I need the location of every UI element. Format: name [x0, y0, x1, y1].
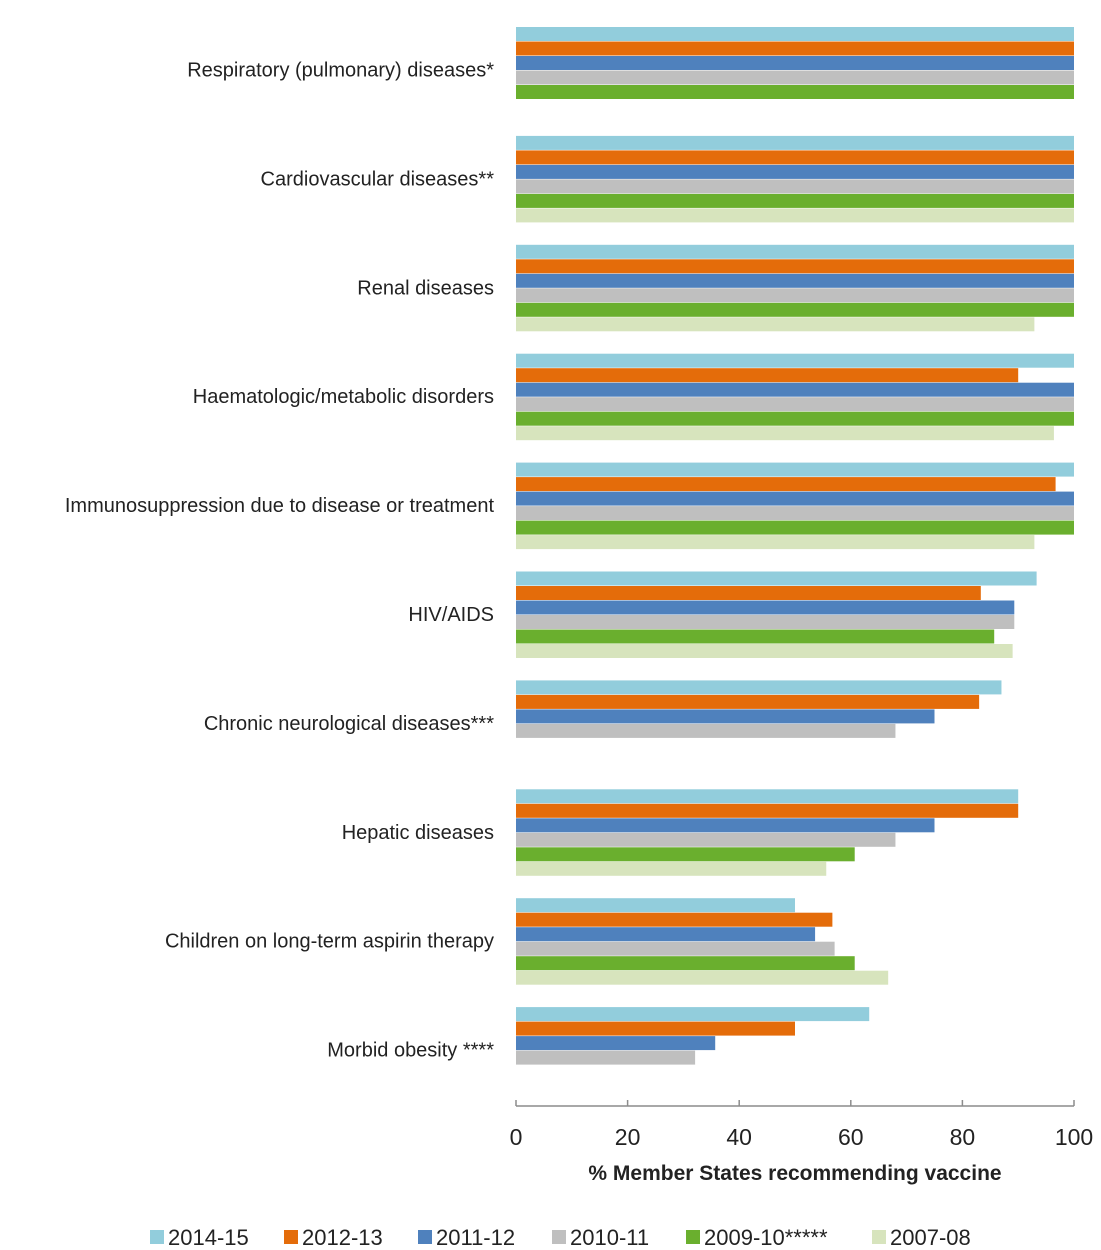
bar — [516, 1050, 696, 1065]
bar — [516, 818, 935, 833]
bar — [516, 462, 1074, 477]
bar — [516, 382, 1074, 397]
x-tick-label: 20 — [615, 1124, 641, 1150]
bar — [516, 600, 1015, 615]
bar — [516, 302, 1074, 317]
bar — [516, 970, 889, 985]
legend-swatch — [686, 1230, 700, 1244]
bar — [516, 571, 1037, 586]
bar — [516, 244, 1074, 259]
bar — [516, 368, 1019, 383]
category-label: Cardiovascular diseases** — [261, 168, 495, 190]
legend-label: 2014-15 — [168, 1225, 249, 1250]
bar — [516, 27, 1074, 41]
bar — [516, 164, 1074, 179]
legend-label: 2009-10***** — [704, 1225, 828, 1250]
bar — [516, 535, 1035, 550]
bar — [516, 70, 1074, 85]
bar — [516, 426, 1054, 441]
bar — [516, 259, 1074, 274]
bar — [516, 629, 995, 644]
x-tick-label: 100 — [1055, 1124, 1093, 1150]
bar — [516, 506, 1074, 521]
bars-layer — [516, 27, 1074, 1065]
bar — [516, 1021, 795, 1036]
legend-swatch — [552, 1230, 566, 1244]
bar — [516, 615, 1015, 629]
x-tick-label: 60 — [838, 1124, 864, 1150]
legend-label: 2007-08 — [890, 1225, 971, 1250]
bar — [516, 586, 981, 600]
bar — [516, 477, 1056, 492]
bar — [516, 927, 816, 942]
legend-swatch — [872, 1230, 886, 1244]
bar — [516, 208, 1074, 223]
bar — [516, 491, 1074, 506]
bar — [516, 680, 1002, 695]
bar — [516, 723, 896, 738]
x-axis-title: % Member States recommending vaccine — [588, 1162, 1001, 1185]
bar — [516, 956, 855, 971]
category-label: Hepatic diseases — [342, 822, 494, 844]
bar — [516, 317, 1035, 332]
bar — [516, 789, 1019, 804]
bar — [516, 56, 1074, 70]
bar — [516, 912, 833, 927]
category-label: Renal diseases — [357, 277, 494, 299]
bar — [516, 288, 1074, 303]
bar — [516, 273, 1074, 288]
bar — [516, 941, 835, 956]
x-tick-label: 40 — [726, 1124, 752, 1150]
bar — [516, 411, 1074, 426]
bar — [516, 520, 1074, 535]
bar — [516, 898, 795, 913]
bar — [516, 861, 827, 876]
category-labels: Respiratory (pulmonary) diseases* Cardiov… — [65, 60, 495, 1062]
legend: 2014-15 2012-13 2011-12 2010-11 2009-10*****… — [150, 1225, 971, 1250]
category-label: HIV/AIDS — [408, 604, 494, 626]
bar — [516, 694, 980, 709]
bar — [516, 1036, 716, 1051]
category-label: Children on long-term aspirin therapy — [165, 931, 494, 953]
x-axis: 0 20 40 60 80 100 — [510, 1100, 1093, 1150]
bar — [516, 135, 1074, 150]
legend-swatch — [150, 1230, 164, 1244]
bar — [516, 150, 1074, 165]
bar — [516, 644, 1013, 658]
legend-swatch — [284, 1230, 298, 1244]
legend-swatch — [418, 1230, 432, 1244]
legend-label: 2011-12 — [436, 1225, 515, 1250]
legend-label: 2012-13 — [302, 1225, 383, 1250]
bar — [516, 803, 1019, 818]
bar — [516, 832, 896, 847]
bar — [516, 193, 1074, 208]
category-label: Respiratory (pulmonary) diseases* — [187, 60, 494, 82]
bar — [516, 1007, 870, 1022]
bar — [516, 397, 1074, 412]
bar — [516, 709, 935, 724]
category-label: Immunosuppression due to disease or trea… — [65, 495, 495, 517]
bar — [516, 41, 1074, 56]
bar — [516, 85, 1074, 99]
x-tick-label: 80 — [950, 1124, 976, 1150]
bar — [516, 353, 1074, 368]
category-label: Haematologic/metabolic disorders — [193, 386, 494, 408]
category-label: Morbid obesity **** — [327, 1040, 494, 1062]
category-label: Chronic neurological diseases*** — [204, 713, 494, 735]
legend-label: 2010-11 — [570, 1225, 649, 1250]
x-tick-label: 0 — [510, 1124, 523, 1150]
bar — [516, 847, 855, 862]
bar — [516, 179, 1074, 194]
